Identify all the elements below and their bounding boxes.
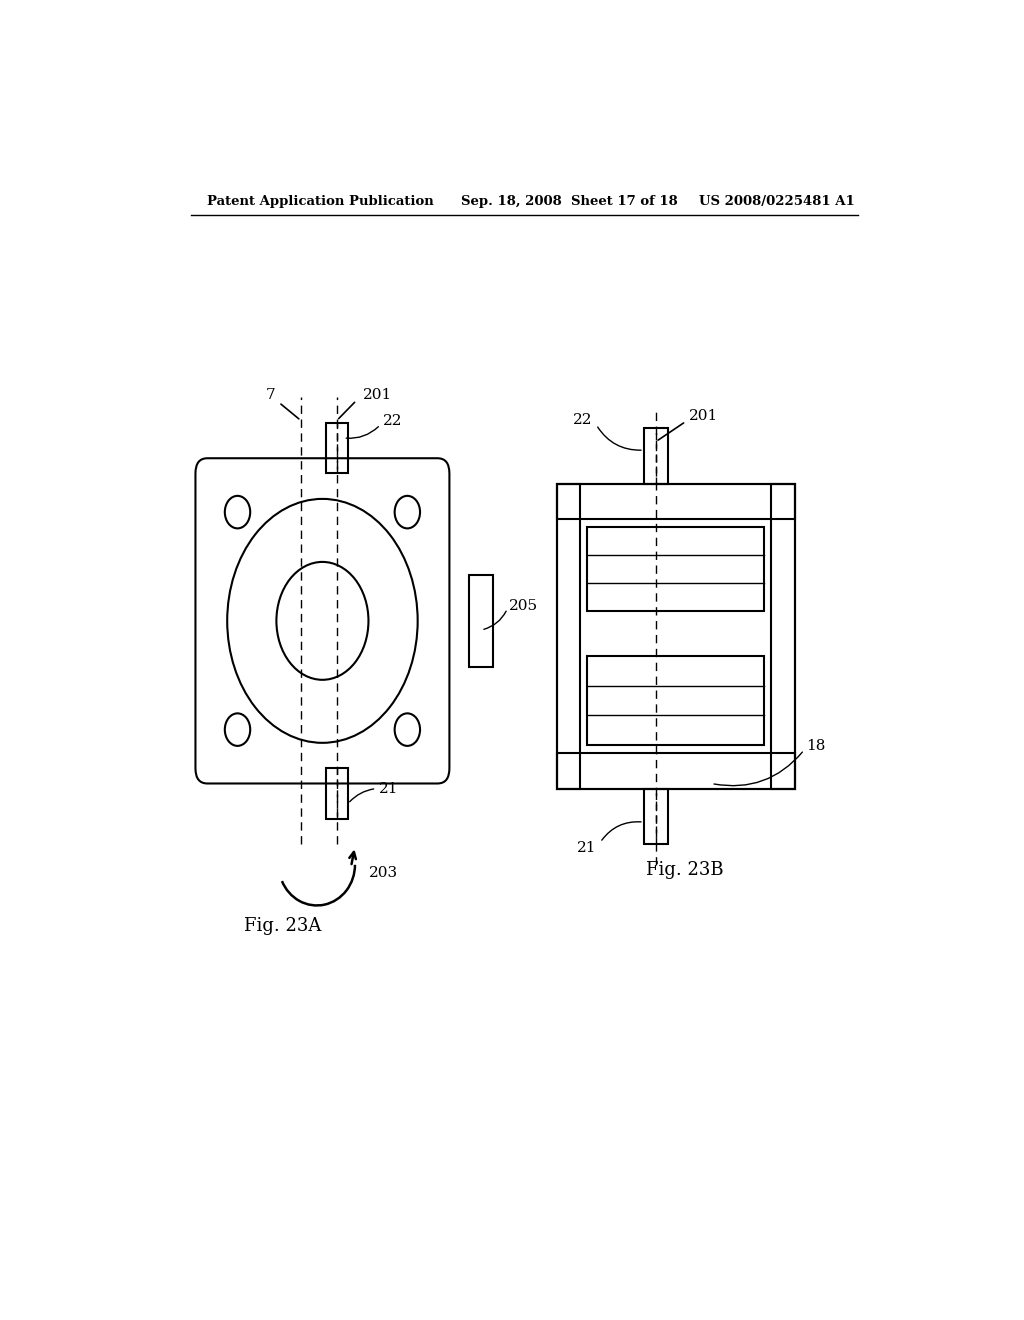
Text: 18: 18 <box>807 739 826 752</box>
Text: 21: 21 <box>379 781 398 796</box>
Text: US 2008/0225481 A1: US 2008/0225481 A1 <box>699 194 855 207</box>
Bar <box>326 422 348 474</box>
Text: 21: 21 <box>577 841 596 854</box>
Text: 201: 201 <box>362 388 392 403</box>
Bar <box>644 428 668 483</box>
Bar <box>556 483 581 788</box>
Bar <box>556 483 795 788</box>
Bar <box>326 768 348 818</box>
Text: Patent Application Publication: Patent Application Publication <box>207 194 434 207</box>
Text: 22: 22 <box>572 413 592 426</box>
Bar <box>469 576 494 667</box>
Bar <box>771 483 795 788</box>
Bar <box>644 788 668 845</box>
Text: 205: 205 <box>509 598 538 612</box>
Text: 7: 7 <box>266 388 275 403</box>
Text: Sep. 18, 2008  Sheet 17 of 18: Sep. 18, 2008 Sheet 17 of 18 <box>461 194 678 207</box>
Bar <box>556 483 795 519</box>
Text: Fig. 23A: Fig. 23A <box>244 917 322 935</box>
Bar <box>587 528 765 611</box>
Bar <box>587 656 765 744</box>
Bar <box>556 752 795 788</box>
Text: Fig. 23B: Fig. 23B <box>646 861 724 879</box>
Text: 201: 201 <box>689 409 718 424</box>
Text: 203: 203 <box>370 866 398 880</box>
Text: 22: 22 <box>383 413 402 428</box>
